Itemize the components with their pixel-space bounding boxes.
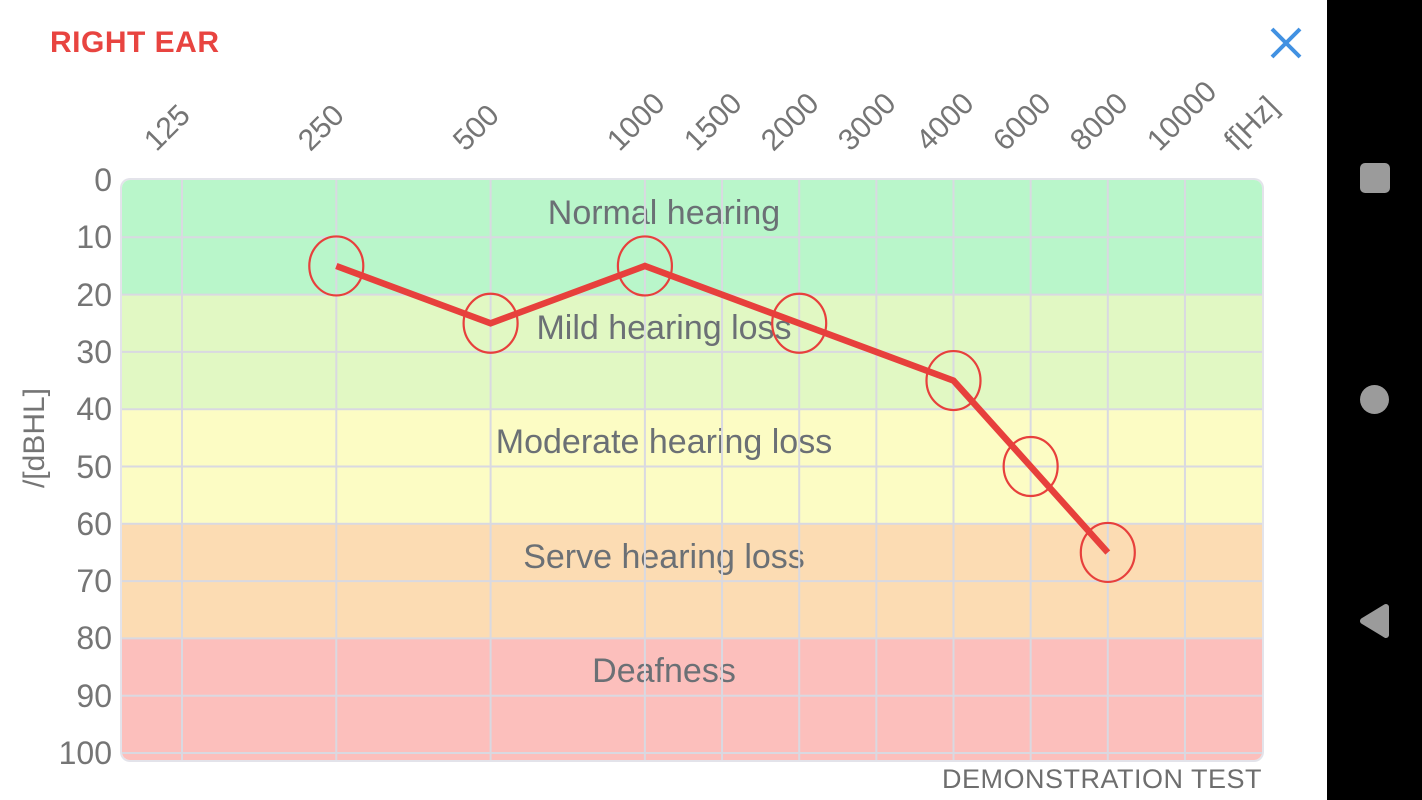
x-tick-label: 250 [292, 98, 351, 158]
back-triangle-icon [1360, 604, 1389, 638]
data-point-marker [462, 292, 519, 354]
data-point-marker [1079, 521, 1136, 584]
data-point-marker [308, 235, 365, 297]
x-tick-label: 8000 [1063, 86, 1135, 158]
audiogram-chart: Normal hearing Mild hearing loss Moderate … [122, 180, 1262, 760]
y-tick-label: 40 [76, 391, 112, 428]
x-tick-label: 1500 [678, 86, 749, 158]
data-point-marker [616, 235, 674, 297]
band-label: Moderate hearing loss [495, 423, 833, 462]
page-title: RIGHT EAR [50, 26, 220, 59]
y-tick-label: 0 [94, 162, 112, 198]
demonstration-note: DEMONSTRATION TEST [941, 764, 1262, 794]
close-icon [1270, 27, 1302, 59]
y-tick-label: 80 [76, 620, 112, 657]
x-tick-label: 6000 [986, 86, 1058, 158]
x-tick-label: 1000 [600, 86, 672, 158]
recents-square-icon [1360, 163, 1390, 193]
y-tick-label: 50 [76, 448, 112, 485]
audiogram-plot-svg [122, 180, 1262, 760]
x-tick-label: f[Hz] [1217, 90, 1285, 158]
band-deafness [122, 638, 1262, 760]
recents-button[interactable] [1327, 143, 1422, 213]
y-tick-label: 60 [76, 505, 112, 542]
x-tick-label: 125 [137, 98, 197, 158]
android-navbar [1327, 0, 1422, 800]
x-tick-label: 4000 [909, 86, 980, 158]
close-button[interactable] [1268, 25, 1304, 61]
y-tick-label: 70 [76, 563, 112, 600]
band-label: Mild hearing loss [536, 308, 792, 347]
x-tick-label: 2000 [755, 86, 826, 158]
y-tick-label: 30 [76, 333, 112, 370]
home-circle-icon [1360, 385, 1389, 414]
y-tick-label: 20 [76, 276, 112, 313]
x-tick-label: 3000 [832, 86, 903, 158]
data-point-marker [771, 292, 828, 354]
data-point-marker [1002, 435, 1059, 498]
y-tick-label: 100 [58, 735, 112, 771]
y-axis-title: /[dBHL] [18, 387, 51, 489]
back-button[interactable] [1327, 586, 1422, 656]
home-button[interactable] [1327, 364, 1422, 434]
data-point-marker [925, 349, 982, 412]
y-tick-label: 90 [76, 677, 112, 714]
y-tick-label: 10 [76, 219, 112, 256]
band-label: Deafness [592, 652, 736, 691]
band-label: Normal hearing [547, 194, 781, 232]
x-tick-label: 10000 [1140, 74, 1224, 158]
x-tick-label: 500 [446, 98, 506, 158]
threshold-line [335, 262, 1111, 555]
band-label: Serve hearing loss [523, 537, 805, 576]
